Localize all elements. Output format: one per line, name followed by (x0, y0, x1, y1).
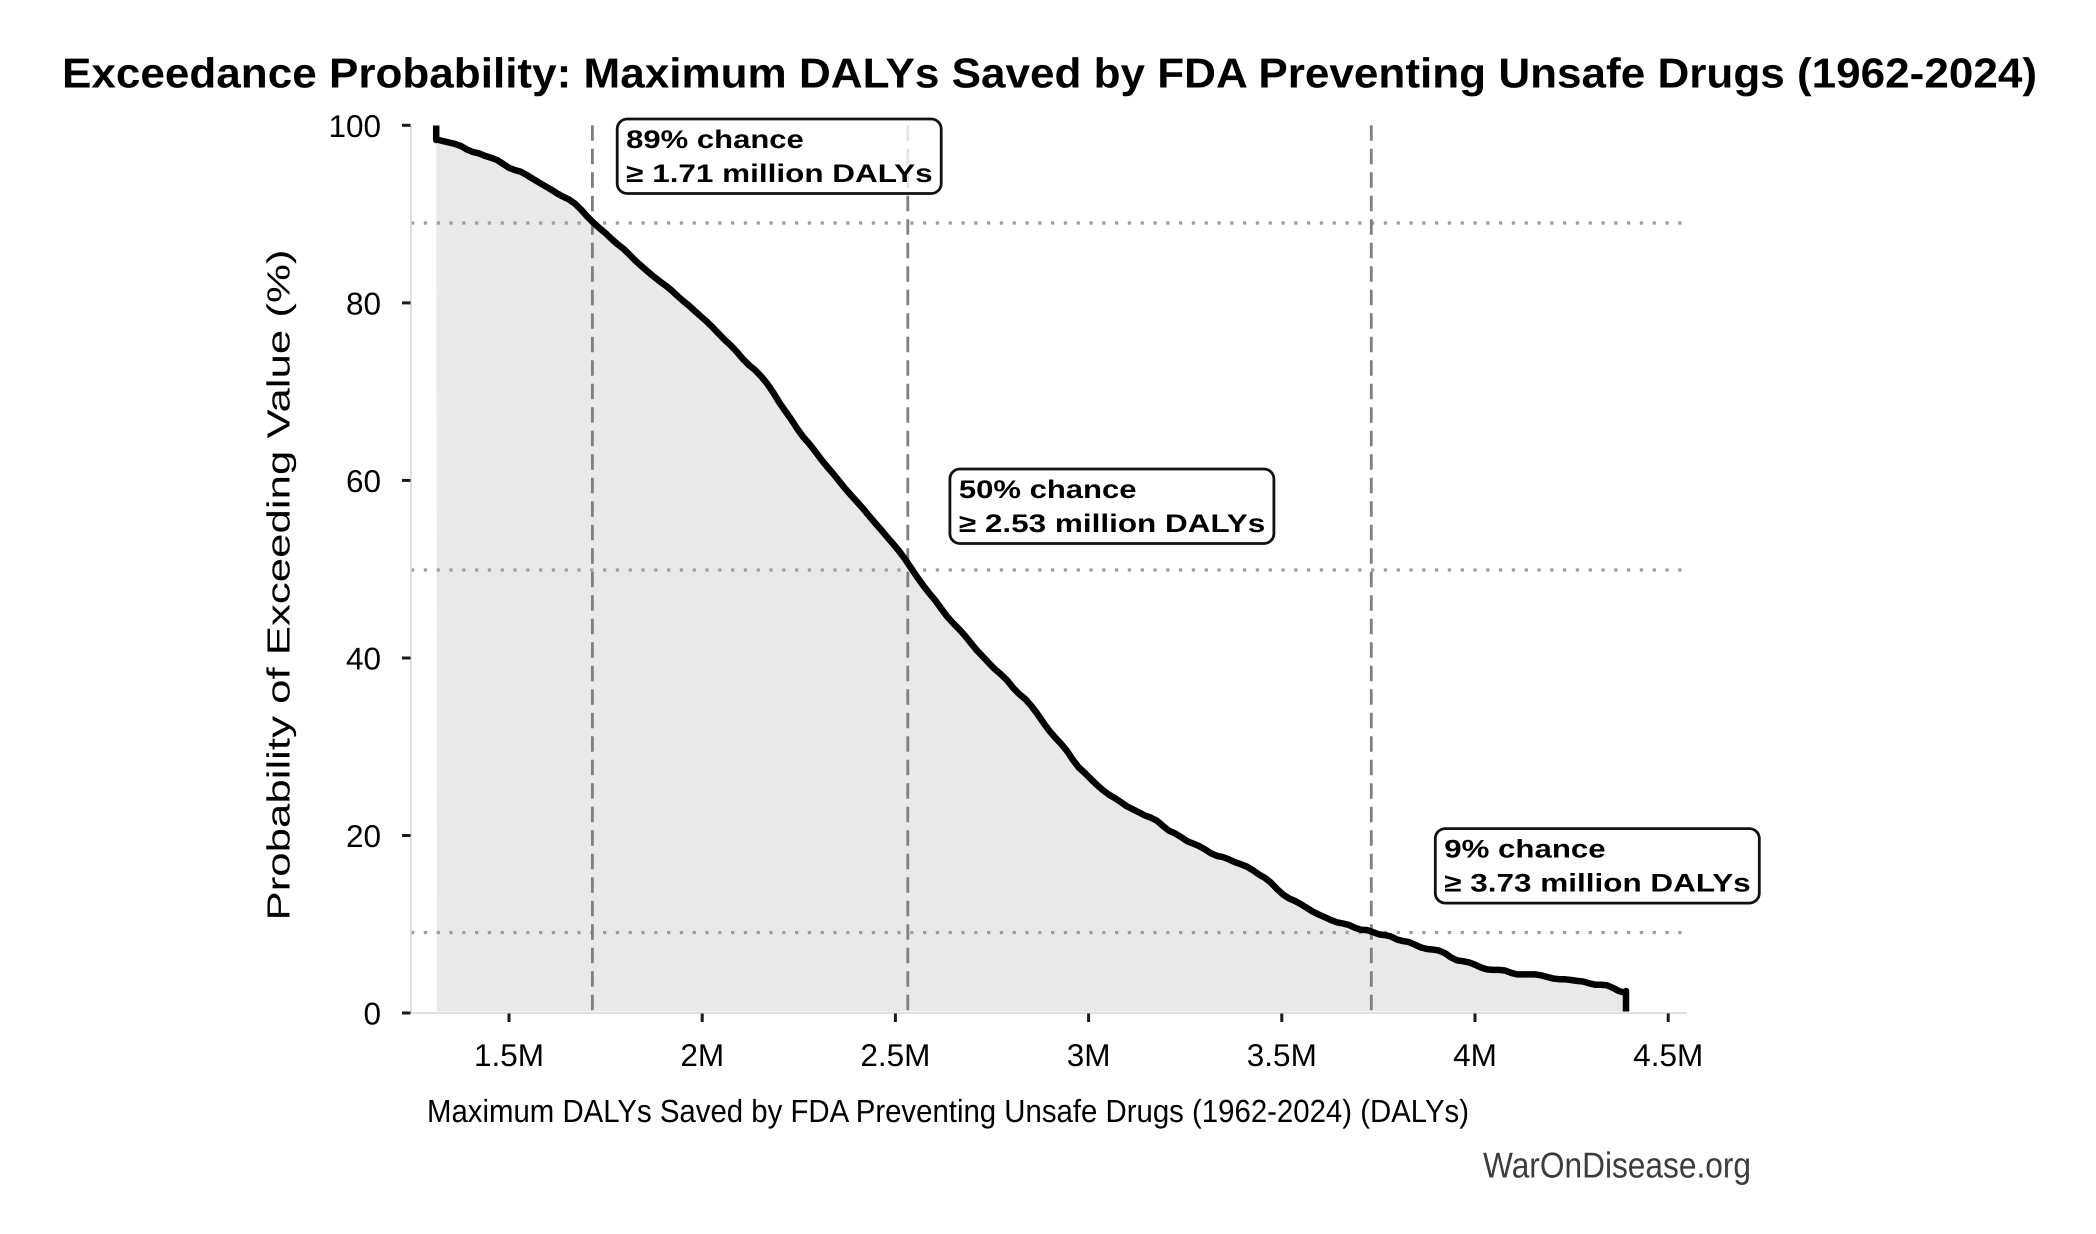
svg-text:4.5M: 4.5M (1633, 1037, 1703, 1073)
svg-text:1.5M: 1.5M (474, 1037, 544, 1073)
svg-text:Exceedance Probability: Maximu: Exceedance Probability: Maximum DALYs Sa… (62, 50, 2037, 97)
svg-text:40: 40 (346, 641, 381, 677)
svg-text:Maximum DALYs Saved by FDA Pre: Maximum DALYs Saved by FDA Preventing Un… (427, 1093, 1469, 1129)
svg-text:0: 0 (363, 996, 381, 1032)
svg-text:WarOnDisease.org: WarOnDisease.org (1483, 1145, 1751, 1186)
svg-text:100: 100 (328, 108, 381, 144)
svg-text:60: 60 (346, 463, 381, 499)
svg-text:9% chance: 9% chance (1444, 836, 1605, 864)
svg-text:≥ 3.73 million DALYs: ≥ 3.73 million DALYs (1444, 870, 1750, 898)
svg-text:2M: 2M (680, 1037, 724, 1073)
svg-text:50% chance: 50% chance (959, 476, 1137, 504)
svg-text:4M: 4M (1453, 1037, 1497, 1073)
svg-text:Probability of Exceeding Value: Probability of Exceeding Value (%) (260, 250, 296, 921)
svg-text:80: 80 (346, 285, 381, 321)
svg-text:≥ 1.71 million DALYs: ≥ 1.71 million DALYs (626, 160, 932, 188)
svg-text:2.5M: 2.5M (860, 1037, 930, 1073)
svg-text:3M: 3M (1067, 1037, 1111, 1073)
svg-text:20: 20 (346, 818, 381, 854)
svg-text:≥ 2.53 million DALYs: ≥ 2.53 million DALYs (959, 510, 1265, 538)
svg-text:89% chance: 89% chance (626, 126, 804, 154)
svg-text:3.5M: 3.5M (1247, 1037, 1317, 1073)
